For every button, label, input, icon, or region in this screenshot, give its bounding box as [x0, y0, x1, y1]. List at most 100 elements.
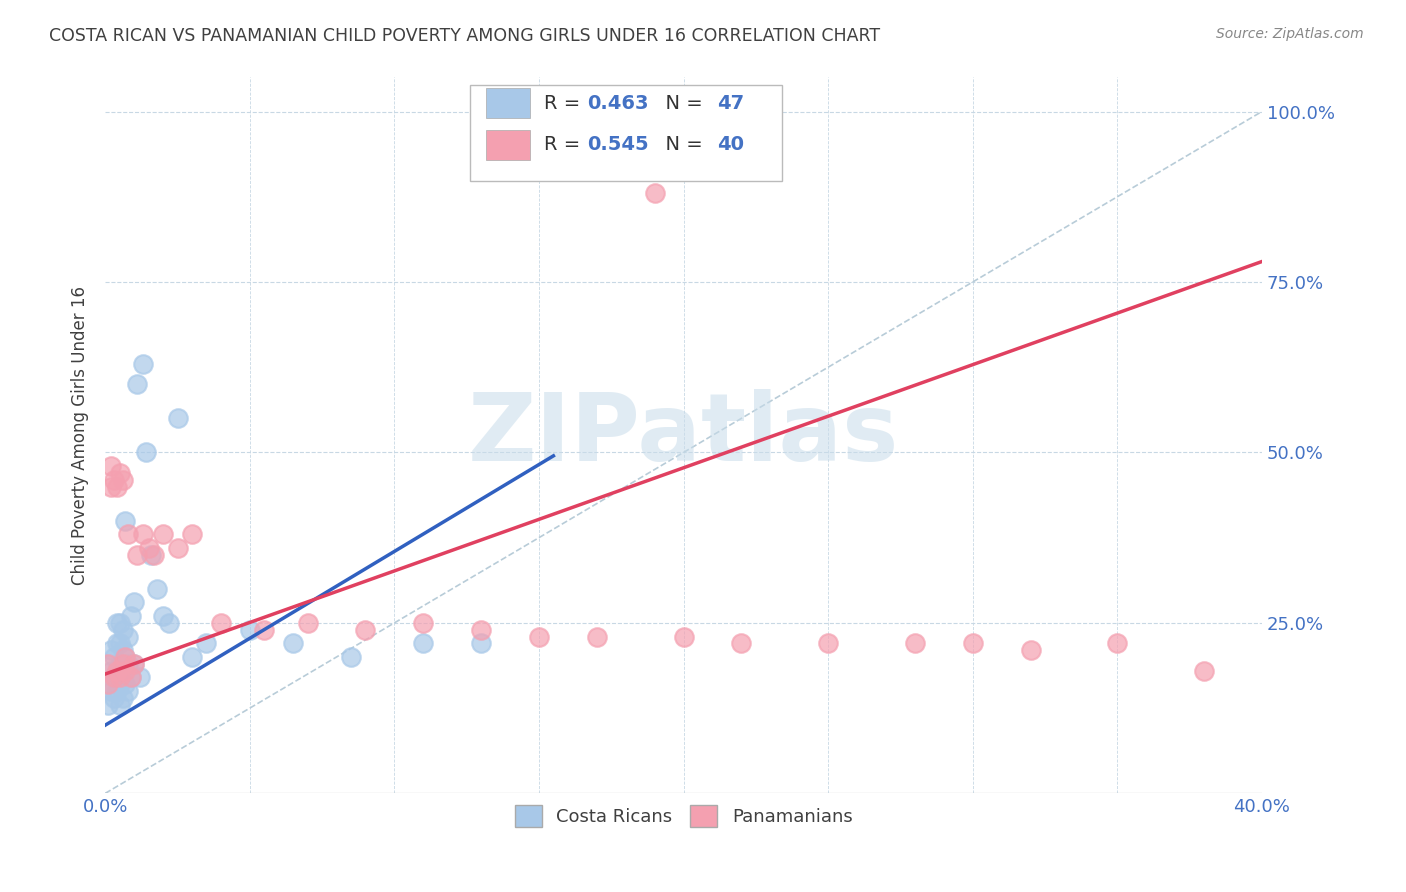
- Point: [111, 643, 134, 657]
- Point: [470, 623, 492, 637]
- Point: [108, 670, 131, 684]
- Point: [122, 657, 145, 671]
- Text: ZIPatlas: ZIPatlas: [468, 390, 900, 482]
- Point: [111, 664, 134, 678]
- Point: [103, 690, 125, 705]
- Point: [103, 473, 125, 487]
- Point: [117, 684, 139, 698]
- Point: [1192, 664, 1215, 678]
- Point: [105, 636, 128, 650]
- Point: [120, 609, 142, 624]
- Point: [100, 684, 122, 698]
- Point: [129, 670, 152, 684]
- FancyBboxPatch shape: [485, 129, 530, 160]
- Point: [470, 636, 492, 650]
- Text: COSTA RICAN VS PANAMANIAN CHILD POVERTY AMONG GIRLS UNDER 16 CORRELATION CHART: COSTA RICAN VS PANAMANIAN CHILD POVERTY …: [49, 27, 880, 45]
- Point: [730, 636, 752, 650]
- Legend: Costa Ricans, Panamanians: Costa Ricans, Panamanians: [508, 798, 860, 834]
- Text: N =: N =: [654, 94, 710, 112]
- Point: [166, 411, 188, 425]
- Point: [143, 548, 166, 562]
- Point: [105, 664, 128, 678]
- Text: N =: N =: [654, 136, 710, 154]
- Point: [108, 698, 131, 712]
- Point: [146, 582, 169, 596]
- Point: [111, 473, 134, 487]
- Point: [157, 615, 180, 630]
- Point: [412, 615, 434, 630]
- Text: 47: 47: [717, 94, 744, 112]
- Point: [253, 623, 276, 637]
- Point: [132, 527, 155, 541]
- Point: [105, 615, 128, 630]
- Point: [97, 698, 120, 712]
- Point: [114, 514, 136, 528]
- Point: [97, 677, 120, 691]
- Y-axis label: Child Poverty Among Girls Under 16: Child Poverty Among Girls Under 16: [72, 286, 89, 585]
- Point: [585, 630, 607, 644]
- Point: [904, 636, 927, 650]
- Point: [105, 684, 128, 698]
- Text: Source: ZipAtlas.com: Source: ZipAtlas.com: [1216, 27, 1364, 41]
- Point: [644, 186, 666, 201]
- Text: 40: 40: [717, 136, 744, 154]
- Point: [97, 657, 120, 671]
- Point: [1107, 636, 1129, 650]
- Point: [120, 670, 142, 684]
- Point: [117, 657, 139, 671]
- Point: [103, 650, 125, 665]
- Point: [108, 677, 131, 691]
- FancyBboxPatch shape: [470, 85, 782, 181]
- Point: [108, 466, 131, 480]
- Point: [181, 650, 204, 665]
- Point: [105, 664, 128, 678]
- Point: [166, 541, 188, 555]
- FancyBboxPatch shape: [485, 88, 530, 119]
- Point: [152, 609, 174, 624]
- Point: [114, 664, 136, 678]
- Point: [108, 636, 131, 650]
- Point: [111, 690, 134, 705]
- Point: [125, 548, 148, 562]
- Point: [132, 357, 155, 371]
- Point: [108, 657, 131, 671]
- Point: [122, 595, 145, 609]
- Point: [100, 643, 122, 657]
- Point: [527, 630, 550, 644]
- Point: [97, 677, 120, 691]
- Text: 0.545: 0.545: [588, 136, 650, 154]
- Point: [117, 527, 139, 541]
- Point: [135, 445, 157, 459]
- Point: [141, 548, 163, 562]
- Point: [354, 623, 377, 637]
- Point: [181, 527, 204, 541]
- Point: [138, 541, 160, 555]
- Point: [111, 657, 134, 671]
- Point: [117, 630, 139, 644]
- Point: [1019, 643, 1042, 657]
- Point: [103, 670, 125, 684]
- Point: [111, 623, 134, 637]
- Text: R =: R =: [544, 94, 586, 112]
- Point: [195, 636, 218, 650]
- Point: [100, 459, 122, 474]
- Point: [209, 615, 232, 630]
- Point: [120, 670, 142, 684]
- Point: [297, 615, 319, 630]
- Point: [114, 650, 136, 665]
- Point: [672, 630, 695, 644]
- Point: [340, 650, 363, 665]
- Point: [239, 623, 262, 637]
- Point: [103, 670, 125, 684]
- Point: [817, 636, 839, 650]
- Point: [114, 677, 136, 691]
- Text: R =: R =: [544, 136, 586, 154]
- Point: [114, 650, 136, 665]
- Point: [108, 615, 131, 630]
- Point: [100, 664, 122, 678]
- Point: [412, 636, 434, 650]
- Point: [122, 657, 145, 671]
- Point: [100, 479, 122, 493]
- Text: 0.463: 0.463: [588, 94, 650, 112]
- Point: [962, 636, 984, 650]
